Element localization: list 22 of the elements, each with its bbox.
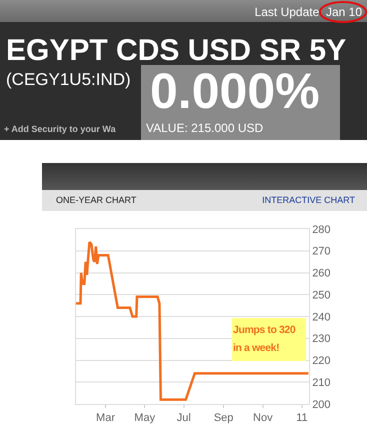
y-tick-label: 220 — [312, 355, 331, 368]
x-tick-label: Mar — [96, 412, 116, 424]
y-tick-label: 270 — [312, 246, 331, 258]
x-tick-label: Jul — [176, 412, 191, 424]
y-tick-label: 250 — [312, 289, 331, 302]
x-tick-label: 11 — [296, 412, 308, 424]
text: ONE-YEAR CHART — [56, 195, 136, 205]
y-tick-label: 230 — [312, 333, 331, 346]
line-series — [76, 240, 309, 401]
y-tick-label: 280 — [312, 224, 331, 236]
y-tick-label: 210 — [312, 376, 331, 389]
x-tick-label: May — [134, 412, 156, 424]
y-tick-label: 240 — [312, 311, 331, 324]
text: VALUE: 215.000 USD — [146, 121, 264, 135]
text: INTERACTIVE CHART — [262, 195, 355, 205]
y-tick-label: 260 — [312, 268, 331, 280]
y-tick-label: 200 — [312, 398, 331, 411]
chart-subtitle: (CEGY1U5:IND) — [6, 70, 131, 90]
x-tick-label: Sep — [214, 412, 234, 424]
x-tick-label: Nov — [253, 412, 274, 424]
text: + Add Security to your Wa — [4, 124, 116, 134]
annotation: Jumps to 320 in a week! — [232, 318, 306, 361]
